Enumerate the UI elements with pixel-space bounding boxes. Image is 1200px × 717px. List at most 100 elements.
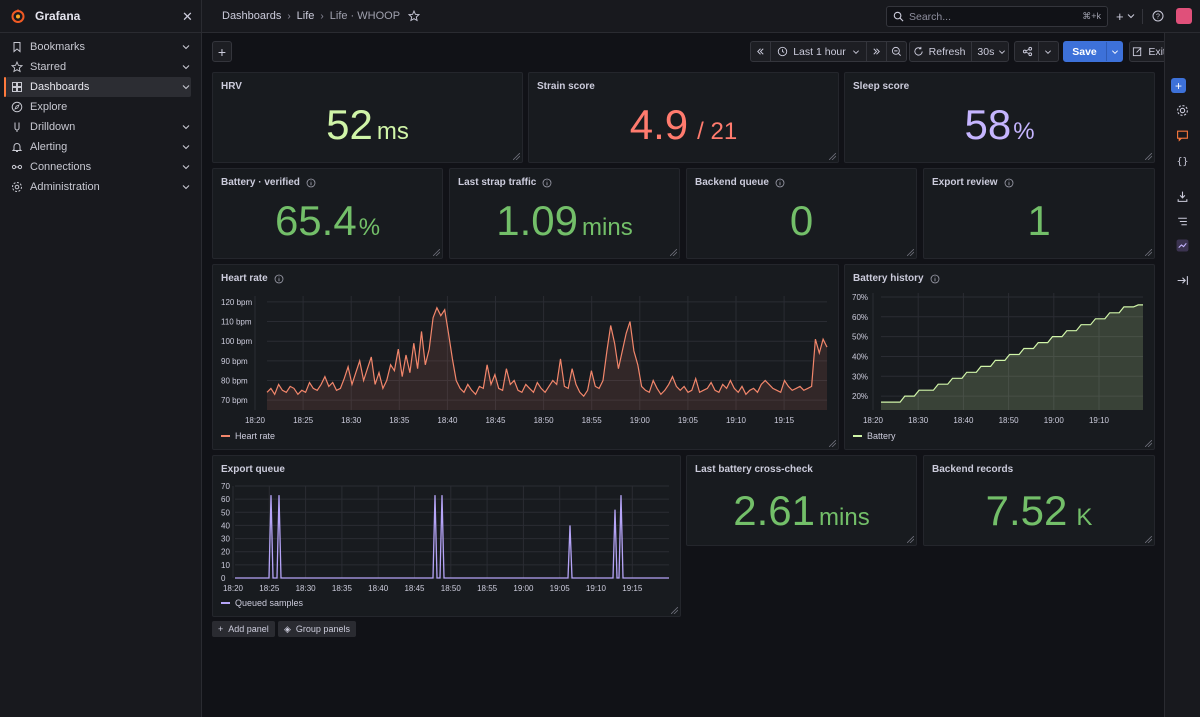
resize-handle-icon[interactable] [907, 249, 914, 256]
chevron-down-icon[interactable] [181, 162, 191, 172]
sidebar-item-dashboards[interactable]: Dashboards [4, 77, 191, 97]
info-icon[interactable] [1004, 178, 1014, 188]
chart-legend[interactable]: Battery [853, 431, 896, 441]
panel-sleep[interactable]: Sleep score 58% [844, 72, 1155, 163]
chevron-down-icon[interactable] [181, 62, 191, 72]
zoom-out-button[interactable] [885, 42, 906, 61]
series-line [266, 306, 828, 398]
breadcrumb-dashboards[interactable]: Dashboards [222, 10, 282, 22]
svg-text:{}: {} [1177, 156, 1189, 167]
new-plus-icon[interactable]: + [1116, 9, 1124, 24]
resize-handle-icon[interactable] [907, 536, 914, 543]
panel-export-review[interactable]: Export review 1 [923, 168, 1155, 259]
sidebar-item-label: Administration [30, 181, 100, 193]
chevron-down-icon[interactable] [181, 142, 191, 152]
sidebar-item-starred[interactable]: Starred [6, 57, 191, 77]
search-icon [893, 11, 904, 22]
settings-cog-icon[interactable] [1176, 104, 1189, 117]
resize-handle-icon[interactable] [1145, 153, 1152, 160]
star-icon[interactable] [408, 10, 421, 22]
collapse-rail-icon[interactable] [1176, 274, 1189, 287]
add-button[interactable]: + [212, 41, 232, 62]
panel-backend-records[interactable]: Backend records 7.52 K [923, 455, 1155, 546]
y-tick-label: 40% [852, 352, 868, 361]
x-tick-label: 18:50 [534, 416, 555, 425]
star-icon [11, 61, 23, 73]
help-icon[interactable]: ? [1152, 10, 1164, 22]
close-menu-icon[interactable]: ✕ [182, 9, 193, 24]
time-forward-button[interactable] [865, 42, 886, 61]
chart-legend[interactable]: Queued samples [221, 598, 303, 608]
panel-title: Strain score [537, 81, 595, 92]
sidebar-item-connections[interactable]: Connections [6, 157, 191, 177]
chevron-down-icon[interactable] [181, 82, 191, 92]
outline-list-icon[interactable] [1176, 215, 1189, 228]
grafana-logo-icon[interactable] [10, 8, 26, 24]
sidebar-item-drilldown[interactable]: Drilldown [6, 117, 191, 137]
resize-handle-icon[interactable] [433, 249, 440, 256]
info-icon[interactable] [274, 274, 284, 284]
panel-battery-history[interactable]: Battery history 20% 30% 40% 50% 60% 70% 18:20 1… [844, 264, 1155, 450]
info-icon[interactable] [542, 178, 552, 188]
sidebar-item-bookmarks[interactable]: Bookmarks [6, 37, 191, 57]
chart-legend[interactable]: Heart rate [221, 431, 275, 441]
topbar: Dashboards › Life › Life · WHOOP Search.… [202, 0, 1200, 33]
add-panel-button[interactable]: + Add panel [212, 621, 275, 637]
resize-handle-icon[interactable] [1145, 249, 1152, 256]
panel-export-queue[interactable]: Export queue 0 10 20 30 40 50 60 70 18:20 18:25 18… [212, 455, 681, 617]
resize-handle-icon[interactable] [829, 440, 836, 447]
share-dropdown[interactable] [1037, 42, 1057, 61]
user-avatar[interactable] [1176, 8, 1192, 24]
y-tick-label: 50% [852, 333, 868, 342]
info-icon[interactable] [306, 178, 316, 188]
panel-strain[interactable]: Strain score 4.9 / 21 [528, 72, 839, 163]
panel-battery[interactable]: Battery · verified 65.4% [212, 168, 443, 259]
time-back-button[interactable] [751, 42, 770, 61]
series-area [881, 304, 1143, 410]
resize-handle-icon[interactable] [671, 607, 678, 614]
resize-handle-icon[interactable] [1145, 440, 1152, 447]
resize-handle-icon[interactable] [670, 249, 677, 256]
analytics-icon[interactable] [1176, 239, 1189, 252]
stat-unit: / 21 [697, 118, 738, 145]
group-panels-button[interactable]: ◈ Group panels [278, 621, 356, 637]
save-button[interactable]: Save [1063, 42, 1106, 61]
chevron-down-icon[interactable] [181, 122, 191, 132]
time-picker-group: Last 1 hour [750, 41, 907, 62]
series-area [267, 307, 827, 410]
stat-number: 2.61 [733, 487, 816, 534]
info-icon[interactable] [775, 178, 785, 188]
sidebar-item-administration[interactable]: Administration [6, 177, 191, 197]
comment-icon[interactable] [1176, 129, 1189, 142]
sidebar-item-alerting[interactable]: Alerting [6, 137, 191, 157]
sidebar-item-explore[interactable]: Explore [6, 97, 191, 117]
chevron-down-icon[interactable] [181, 42, 191, 52]
panel-crosscheck[interactable]: Last battery cross-check 2.61 mins [686, 455, 917, 546]
resize-handle-icon[interactable] [513, 153, 520, 160]
panel-backend-queue[interactable]: Backend queue 0 [686, 168, 917, 259]
save-dropdown[interactable] [1105, 42, 1123, 61]
panel-hrv[interactable]: HRV 52 ms [212, 72, 523, 163]
time-range-picker[interactable]: Last 1 hour [770, 42, 866, 61]
info-icon[interactable] [930, 274, 940, 284]
y-tick-label: 60 [221, 495, 230, 504]
panel-heart-rate[interactable]: Heart rate 70 bpm 80 bpm 90 bpm 100 bpm 110 … [212, 264, 839, 450]
stat-value: 58% [845, 101, 1154, 149]
share-button[interactable] [1017, 42, 1038, 61]
refresh-button[interactable]: Refresh [907, 42, 972, 61]
y-tick-label: 70 [221, 482, 230, 491]
chevron-down-icon[interactable] [1127, 12, 1135, 20]
json-braces-icon[interactable]: {} [1176, 154, 1189, 167]
y-tick-label: 60% [852, 313, 868, 322]
stat-number: 65.4 [274, 197, 357, 244]
breadcrumb-life[interactable]: Life [296, 10, 315, 22]
import-icon[interactable] [1176, 190, 1189, 203]
resize-handle-icon[interactable] [1145, 536, 1152, 543]
rail-add-icon[interactable]: + [1171, 78, 1186, 93]
search-input[interactable]: Search... ⌘+k [886, 6, 1108, 27]
stat-unit: mins [582, 214, 633, 241]
resize-handle-icon[interactable] [829, 153, 836, 160]
chevron-down-icon[interactable] [181, 182, 191, 192]
panel-strap[interactable]: Last strap traffic 1.09 mins [449, 168, 680, 259]
refresh-interval-picker[interactable]: 30s [971, 42, 1011, 61]
